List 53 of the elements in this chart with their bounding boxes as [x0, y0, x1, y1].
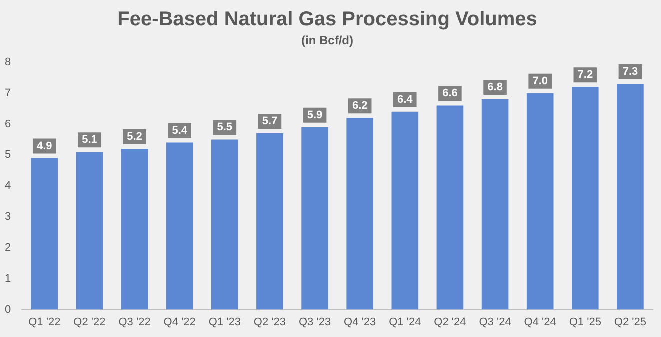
- bar: [526, 93, 554, 310]
- data-label: 6.8: [488, 82, 503, 94]
- y-tick-label: 8: [4, 56, 12, 68]
- data-label: 5.4: [172, 124, 188, 137]
- x-tick-label: Q3 '24: [479, 316, 512, 328]
- y-tick-label: 1: [4, 272, 12, 285]
- bar: [76, 152, 104, 310]
- x-tick-label: Q2 '23: [254, 316, 286, 328]
- data-label: 5.2: [127, 131, 142, 144]
- bar: [436, 106, 464, 310]
- y-tick-label: 6: [4, 118, 12, 130]
- x-tick-label: Q3 '23: [298, 316, 332, 328]
- bar: [482, 100, 509, 310]
- y-tick-label: 3: [4, 211, 12, 224]
- data-label: 6.6: [442, 88, 458, 100]
- x-tick-label: Q2 '25: [614, 316, 647, 328]
- bar: [392, 112, 419, 310]
- x-tick-label: Q1 '23: [208, 316, 241, 328]
- data-label: 4.9: [37, 140, 52, 152]
- bar: [166, 142, 194, 310]
- y-tick-label: 4: [4, 180, 12, 192]
- chart-subtitle: (in Bcf/d): [302, 34, 354, 48]
- x-tick-label: Q1 '22: [28, 316, 61, 328]
- bar: [617, 84, 644, 310]
- bar: [211, 140, 238, 310]
- data-label: 5.9: [307, 109, 323, 122]
- data-label: 5.5: [217, 122, 233, 134]
- chart-title: Fee-Based Natural Gas Processing Volumes: [118, 8, 538, 31]
- x-tick-label: Q4 '24: [524, 316, 556, 328]
- bar: [302, 127, 328, 310]
- x-tick-label: Q1 '24: [389, 316, 422, 328]
- x-tick-label: Q4 '23: [344, 316, 376, 328]
- data-label: 7.3: [622, 66, 638, 78]
- data-label: 6.4: [398, 94, 414, 106]
- bar: [346, 118, 374, 310]
- data-label: 5.7: [262, 116, 278, 128]
- data-label: 6.2: [352, 100, 368, 112]
- x-tick-label: Q4 '22: [164, 316, 196, 328]
- y-tick-label: 7: [4, 87, 12, 100]
- x-tick-label: Q2 '24: [434, 316, 466, 328]
- data-label: 5.1: [82, 134, 98, 146]
- bar: [256, 134, 284, 310]
- data-label: 7.0: [532, 75, 548, 88]
- bar: [572, 87, 599, 310]
- bar: [31, 158, 58, 310]
- y-tick-label: 2: [4, 242, 12, 254]
- bar: [121, 148, 148, 310]
- data-label: 7.2: [578, 69, 594, 82]
- y-tick-label: 5: [4, 149, 12, 162]
- x-tick-label: Q3 '22: [118, 316, 151, 328]
- x-tick-label: Q2 '22: [74, 316, 106, 328]
- x-tick-label: Q1 '25: [569, 316, 602, 328]
- y-tick-label: 0: [4, 304, 12, 316]
